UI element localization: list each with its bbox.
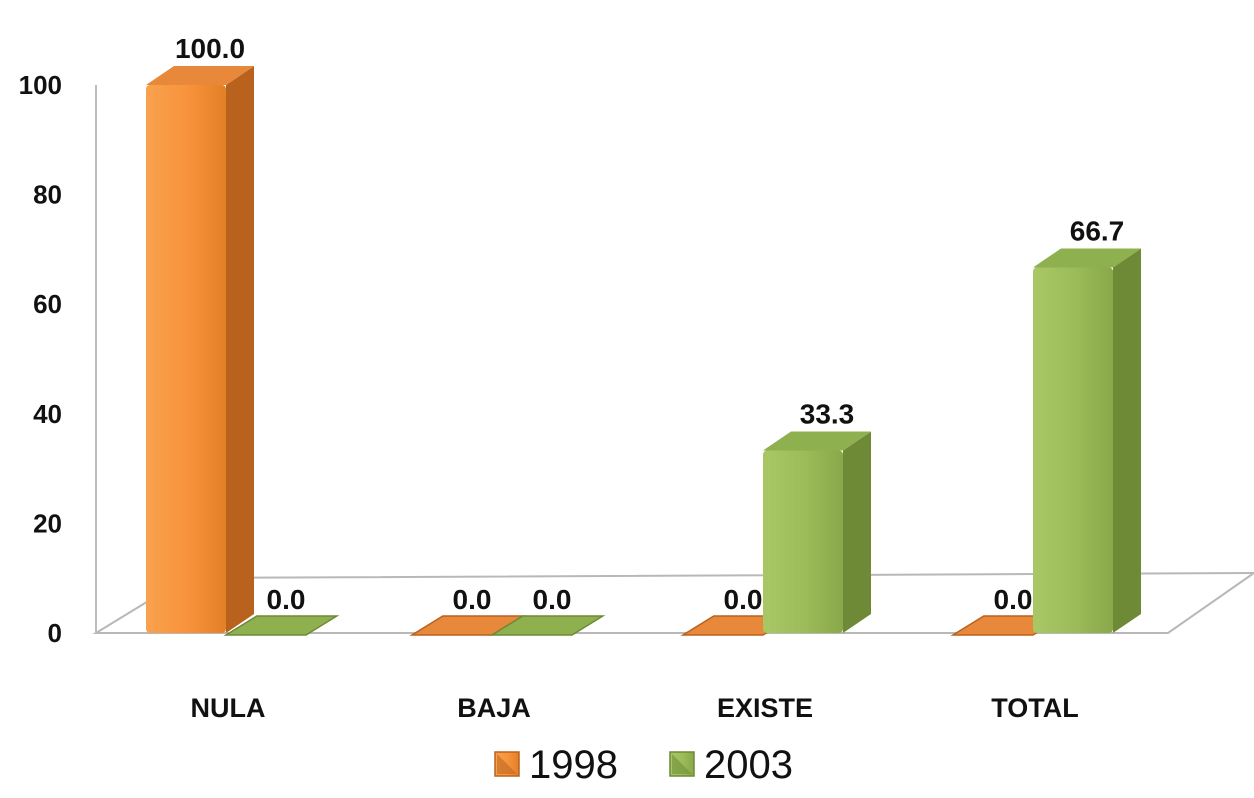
bar-2003-baja [489, 615, 606, 636]
legend-label: 2003 [704, 743, 793, 787]
category-label: NULA [191, 693, 266, 723]
bar-top [763, 431, 871, 451]
data-label: 0.0 [724, 584, 763, 615]
y-tick-label: 100 [19, 70, 62, 100]
y-tick-label: 80 [33, 180, 62, 210]
bar-2003-existe [763, 431, 871, 633]
legend: 1998 2003 [494, 743, 793, 787]
category-label: BAJA [457, 693, 531, 723]
legend-swatch-shade [672, 754, 692, 774]
bar-top [1033, 248, 1141, 268]
y-tick-label: 60 [33, 289, 62, 319]
legend-label: 1998 [529, 743, 618, 787]
x-axis: NULA BAJA EXISTE TOTAL [191, 693, 1079, 723]
bar-front [146, 85, 226, 633]
data-label: 33.3 [800, 399, 855, 430]
category-label: EXISTE [717, 693, 813, 723]
data-label: 0.0 [533, 584, 572, 615]
bar-2003-nula [223, 615, 340, 636]
bar-side [1113, 248, 1141, 633]
data-label: 0.0 [267, 584, 306, 615]
y-axis: 0 20 40 60 80 100 [19, 70, 97, 648]
bar-slab [223, 615, 340, 636]
data-labels: 100.0 0.0 0.0 0.0 0.0 33.3 0.0 66.7 [175, 33, 1124, 615]
data-label: 0.0 [994, 584, 1033, 615]
y-tick-label: 20 [33, 508, 62, 538]
bar-top [146, 66, 254, 85]
legend-item-2003: 2003 [669, 743, 793, 787]
data-label: 66.7 [1070, 215, 1125, 246]
bar-side [226, 66, 254, 633]
y-tick-label: 40 [33, 399, 62, 429]
y-tick-label: 0 [48, 618, 62, 648]
legend-swatch-shade [497, 754, 517, 774]
bar-slab [489, 615, 606, 636]
data-label: 0.0 [453, 584, 492, 615]
data-label: 100.0 [175, 33, 245, 64]
bar-front [1033, 267, 1113, 633]
category-label: TOTAL [991, 693, 1079, 723]
bar-1998-nula [146, 66, 254, 633]
legend-item-1998: 1998 [494, 743, 618, 787]
plot-area [146, 66, 1141, 636]
bar-2003-total [1033, 248, 1141, 633]
bar-front [763, 450, 843, 633]
bar-side [843, 431, 871, 633]
